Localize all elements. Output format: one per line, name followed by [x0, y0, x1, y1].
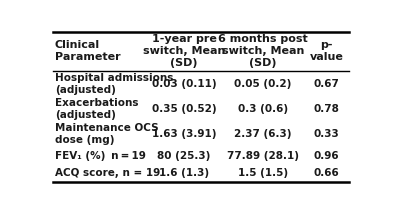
Text: 0.35 (0.52): 0.35 (0.52): [152, 104, 216, 114]
Text: Hospital admissions
(adjusted): Hospital admissions (adjusted): [55, 73, 173, 95]
Text: FEV₁ (%)  n = 19: FEV₁ (%) n = 19: [55, 151, 146, 161]
Text: 0.05 (0.2): 0.05 (0.2): [234, 79, 292, 89]
Text: 0.66: 0.66: [314, 168, 340, 178]
Text: 80 (25.3): 80 (25.3): [157, 151, 211, 161]
Text: 1.5 (1.5): 1.5 (1.5): [238, 168, 288, 178]
Text: 0.33: 0.33: [314, 129, 340, 139]
Text: 1.6 (1.3): 1.6 (1.3): [159, 168, 209, 178]
Text: 1.63 (3.91): 1.63 (3.91): [152, 129, 216, 139]
Text: ACQ score, n = 19: ACQ score, n = 19: [55, 168, 160, 178]
Text: 1-year pre
switch, Mean
(SD): 1-year pre switch, Mean (SD): [143, 34, 225, 68]
Text: Exacerbations
(adjusted): Exacerbations (adjusted): [55, 98, 138, 120]
Text: Clinical
Parameter: Clinical Parameter: [55, 40, 120, 62]
Text: 77.89 (28.1): 77.89 (28.1): [227, 151, 299, 161]
Text: 0.67: 0.67: [314, 79, 340, 89]
Text: 0.03 (0.11): 0.03 (0.11): [152, 79, 216, 89]
Text: 2.37 (6.3): 2.37 (6.3): [234, 129, 292, 139]
Text: 0.3 (0.6): 0.3 (0.6): [238, 104, 288, 114]
Text: Maintenance OCS
dose (mg): Maintenance OCS dose (mg): [55, 123, 158, 145]
Text: p-
value: p- value: [310, 40, 344, 62]
Text: 0.78: 0.78: [314, 104, 340, 114]
Text: 6 months post
switch, Mean
(SD): 6 months post switch, Mean (SD): [218, 34, 308, 68]
Text: 0.96: 0.96: [314, 151, 340, 161]
